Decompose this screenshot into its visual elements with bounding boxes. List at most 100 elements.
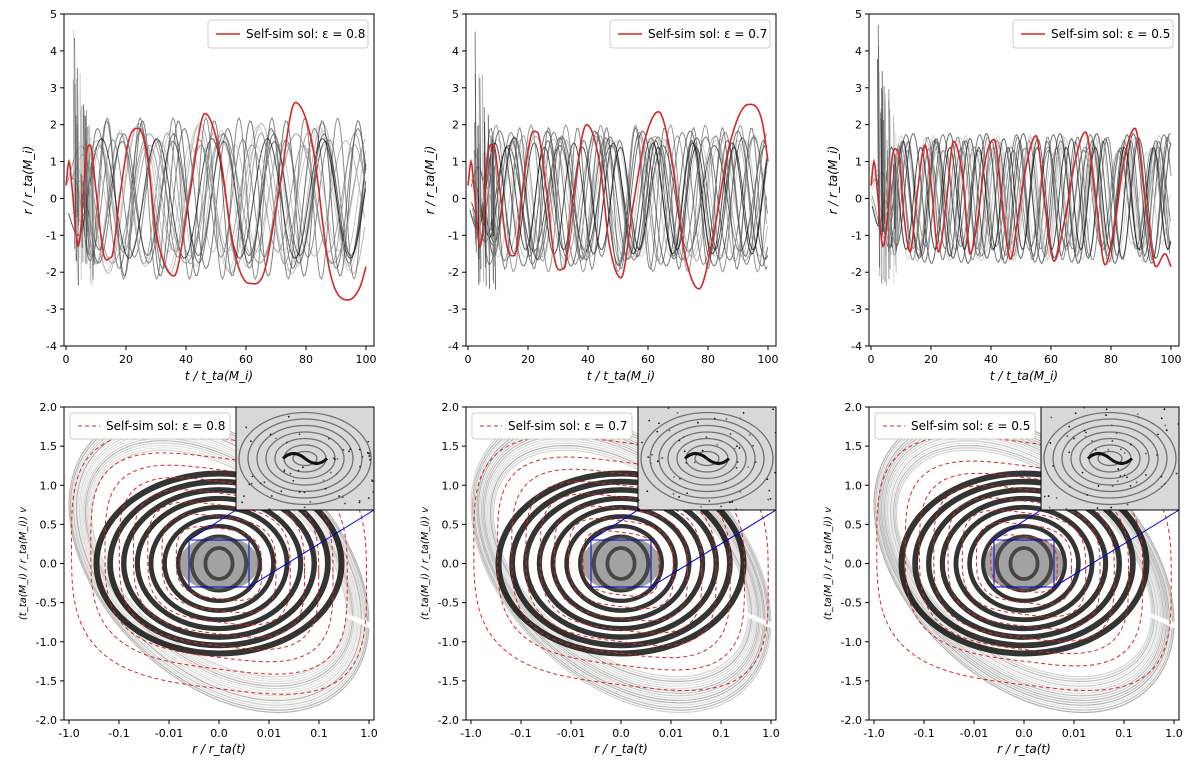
- x-tick-label: 20: [924, 353, 938, 366]
- collapse-streak: [491, 139, 495, 236]
- inset-particle: [1073, 437, 1075, 440]
- collapse-streak: [76, 78, 79, 234]
- inset-particle: [754, 461, 757, 464]
- inset-particle: [333, 458, 336, 461]
- y-tick-label: 0.5: [845, 518, 863, 531]
- inset-particle: [648, 419, 651, 422]
- collapse-streak: [85, 128, 88, 265]
- y-tick-label: 1.0: [442, 479, 460, 492]
- inset-particle: [1165, 429, 1168, 432]
- collapse-streak: [487, 154, 490, 250]
- inset-particle: [656, 460, 659, 463]
- inset-particle: [733, 447, 736, 450]
- inset-particle: [725, 418, 728, 420]
- inset-particle: [1096, 507, 1099, 509]
- self-similar-orbit: [175, 526, 263, 601]
- inset-particle: [329, 471, 332, 474]
- inset-particle: [358, 448, 361, 451]
- inset-particle: [336, 457, 339, 460]
- inset-particle: [303, 491, 306, 494]
- inset-ring: [1097, 450, 1123, 467]
- inset-particle: [686, 492, 689, 495]
- inset-particle: [668, 429, 671, 432]
- y-tick-label: -1.5: [36, 675, 57, 688]
- inset-particle: [1123, 474, 1126, 477]
- y-tick-label: 0.5: [442, 518, 460, 531]
- inset-particle: [342, 448, 345, 451]
- inset-ring: [667, 431, 747, 486]
- inset-particle: [661, 457, 664, 459]
- inset-particle: [682, 436, 685, 438]
- legend: Self-sim sol: ε = 0.5: [1012, 19, 1174, 49]
- inset-ring: [658, 424, 756, 493]
- inset-particle: [738, 447, 741, 449]
- legend-label: Self-sim sol: ε = 0.5: [911, 419, 1030, 433]
- x-tick-label: 100: [758, 353, 779, 366]
- inset-particle: [303, 506, 306, 509]
- inset-particle: [696, 421, 699, 424]
- inset-particle: [637, 499, 640, 502]
- inset-particle: [289, 472, 292, 475]
- y-tick-label: 5: [855, 8, 862, 21]
- inset-particle: [245, 426, 248, 429]
- inset-particle: [287, 415, 290, 418]
- timeseries-panel-top-left: 5 4 3 2 1 0 -1 -2 -3 -4 0 20 40 60 80 100 t / t_ta(M_i) r…: [21, 8, 377, 383]
- inset-particle: [349, 448, 352, 451]
- x-tick-label: 80: [1104, 353, 1118, 366]
- self-similar-orbit: [976, 522, 1072, 606]
- particle-trajectory: [474, 139, 768, 258]
- collapse-streak: [88, 168, 91, 283]
- collapse-streak: [479, 77, 482, 218]
- collapse-streak: [478, 73, 481, 268]
- inset-particle: [701, 449, 704, 452]
- inset-ring: [676, 437, 738, 480]
- legend-label: Self-sim sol: ε = 0.7: [648, 27, 767, 41]
- inset-particle: [1110, 424, 1113, 427]
- x-tick-label: 100: [1161, 353, 1182, 366]
- collapse-streak: [78, 141, 81, 222]
- collapse-streak: [884, 92, 887, 286]
- self-similar-curve: [870, 127, 1172, 268]
- x-tick-label: -1.0: [863, 727, 884, 740]
- inset-particle: [324, 487, 327, 490]
- inset-particle: [1145, 474, 1147, 476]
- inset-particle: [368, 452, 371, 455]
- phase-core: [179, 536, 259, 591]
- inset-ring: [1043, 411, 1177, 506]
- inset-particle: [1160, 485, 1163, 488]
- inset-particle: [251, 475, 254, 478]
- inset-particle: [1105, 414, 1107, 417]
- particle-trajectory: [77, 133, 367, 264]
- y-tick-label: -1.0: [841, 636, 862, 649]
- particle-trajectory: [81, 116, 366, 281]
- phase-ring: [564, 514, 678, 613]
- y-tick-label: 1.0: [845, 479, 863, 492]
- plot-area: [467, 31, 769, 290]
- collapse-streak: [76, 67, 80, 226]
- inset-particle: [344, 502, 346, 505]
- x-tick-label: 80: [701, 353, 715, 366]
- inset-connector: [993, 509, 1042, 541]
- inset-particle: [1160, 417, 1163, 420]
- inset-particle: [1123, 451, 1126, 454]
- x-tick-label: 80: [299, 353, 313, 366]
- y-tick-label: -0.5: [36, 597, 57, 610]
- inset-particle: [1111, 440, 1114, 442]
- y-tick-label: 1.5: [442, 440, 460, 453]
- inset-particle: [1126, 476, 1128, 479]
- collapse-streak: [85, 110, 89, 232]
- y-tick-label: 5: [452, 8, 459, 21]
- legend: Self-sim sol: ε = 0.5: [874, 412, 1036, 440]
- y-tick-label: 4: [50, 45, 57, 58]
- self-similar-orbit: [582, 530, 660, 597]
- inset-particle: [713, 417, 716, 420]
- inset-particle: [687, 508, 690, 511]
- y-tick-label: 2.0: [40, 401, 58, 414]
- x-tick-label: 0: [465, 353, 472, 366]
- inset-particle: [1105, 408, 1108, 411]
- inset-particle: [1068, 485, 1071, 488]
- y-tick-label: 3: [50, 82, 57, 95]
- inset-particle: [358, 499, 361, 502]
- inset-core-structure: [281, 452, 329, 465]
